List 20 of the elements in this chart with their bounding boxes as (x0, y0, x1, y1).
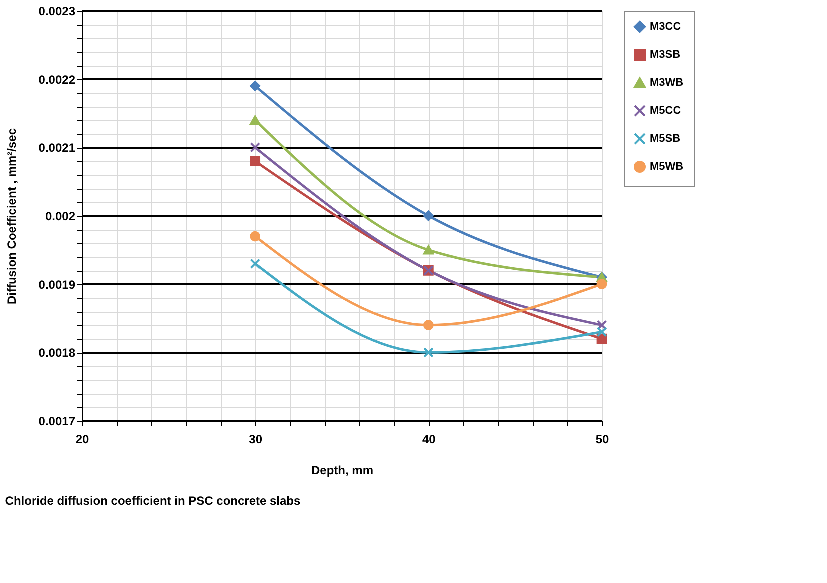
legend-label: M3SB (650, 49, 681, 61)
y-tick-label: 0.0023 (38, 4, 76, 18)
y-tick-label: 0.0017 (38, 414, 76, 428)
legend-label: M3WB (650, 77, 684, 89)
legend-label: M5CC (650, 105, 682, 117)
x-tick-label: 40 (422, 432, 436, 446)
text: Chloride diffusion coefficient in PSC concrete slabs (5, 494, 302, 508)
y-tick-label: 0.0019 (38, 278, 76, 292)
x-axis-title: Depth, mm (311, 464, 374, 478)
y-tick-label: 0.0021 (38, 141, 76, 156)
legend-label: M5WB (650, 161, 684, 173)
x-tick-label: 20 (76, 432, 90, 446)
legend-label: M5SB (650, 133, 681, 145)
x-tick-label: 30 (249, 432, 263, 446)
y-tick-label: 0.002 (45, 210, 76, 224)
legend-label: M3CC (650, 21, 682, 33)
x-tick-label: 50 (596, 432, 610, 446)
y-axis-title: Diffusion Coefficient , mm²/sec (4, 128, 19, 305)
y-tick-label: 0.0018 (38, 346, 76, 360)
y-tick-label: 0.0022 (38, 72, 76, 87)
